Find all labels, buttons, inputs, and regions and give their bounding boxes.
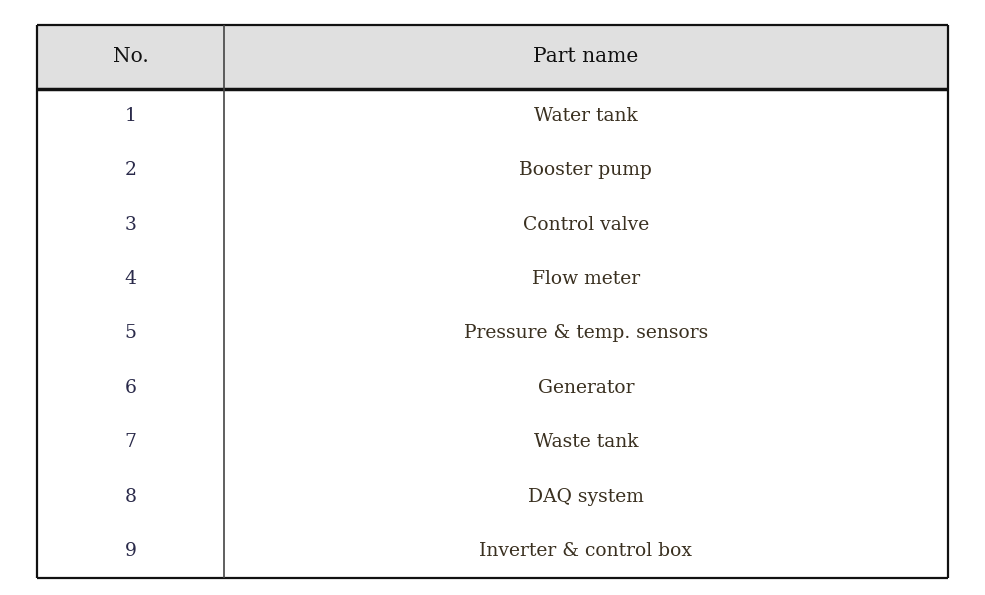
Text: 2: 2: [125, 161, 137, 179]
Text: 1: 1: [125, 107, 137, 125]
Text: Control valve: Control valve: [523, 215, 649, 234]
Bar: [37, 89, 948, 578]
Text: Water tank: Water tank: [534, 107, 637, 125]
Text: 6: 6: [125, 379, 137, 397]
Text: 7: 7: [125, 433, 137, 452]
Text: 3: 3: [125, 215, 137, 234]
Text: 9: 9: [125, 542, 137, 560]
Text: 8: 8: [125, 488, 137, 506]
Text: 5: 5: [125, 324, 137, 343]
Bar: [37, 25, 948, 89]
Text: Booster pump: Booster pump: [519, 161, 652, 179]
Text: Generator: Generator: [538, 379, 634, 397]
Text: Flow meter: Flow meter: [532, 270, 640, 288]
Text: DAQ system: DAQ system: [528, 488, 644, 506]
Text: Pressure & temp. sensors: Pressure & temp. sensors: [464, 324, 708, 343]
Text: Part name: Part name: [533, 48, 638, 66]
Text: No.: No.: [113, 48, 149, 66]
Text: Inverter & control box: Inverter & control box: [480, 542, 692, 560]
Text: 4: 4: [125, 270, 137, 288]
Text: Waste tank: Waste tank: [534, 433, 638, 452]
